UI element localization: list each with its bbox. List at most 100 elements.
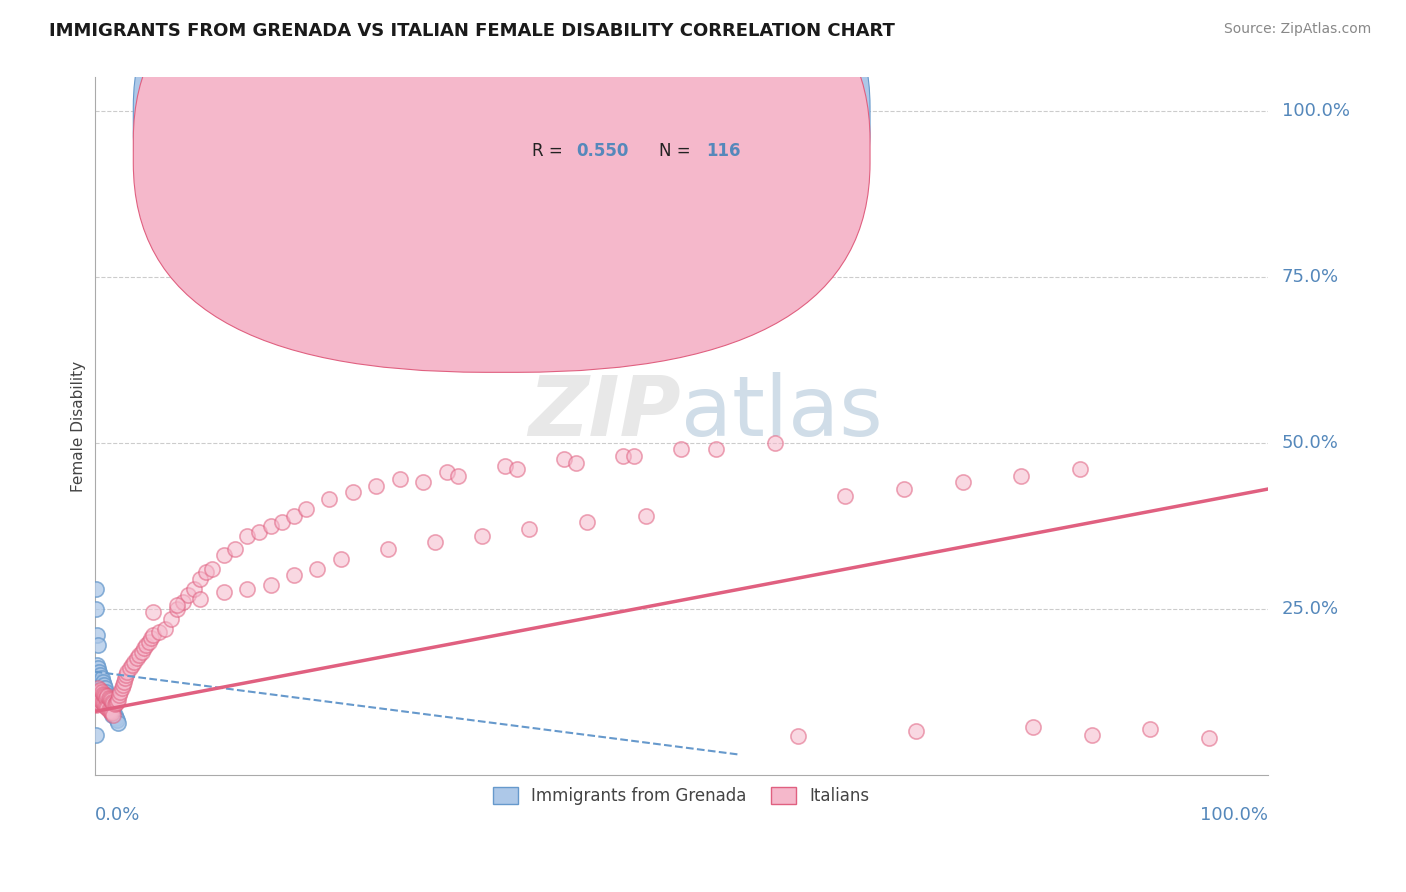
- Point: [93, 691, 115, 706]
- Point: [84, 691, 107, 706]
- Point: [94, 694, 117, 708]
- Point: [112, 674, 135, 689]
- Point: [96, 691, 118, 706]
- Point: [91, 688, 114, 702]
- Point: [553, 452, 575, 467]
- Text: 116: 116: [706, 143, 741, 161]
- Point: [125, 651, 148, 665]
- Point: [139, 632, 162, 646]
- Point: [634, 508, 657, 523]
- Point: [90, 678, 112, 692]
- Point: [612, 449, 634, 463]
- Point: [96, 701, 118, 715]
- Text: ZIP: ZIP: [529, 372, 681, 452]
- Point: [97, 691, 120, 706]
- Point: [98, 692, 121, 706]
- Point: [111, 678, 134, 692]
- Point: [84, 678, 107, 692]
- Point: [96, 684, 118, 698]
- Point: [89, 691, 111, 706]
- Point: [904, 724, 927, 739]
- Point: [90, 694, 112, 708]
- Point: [84, 698, 107, 712]
- Point: [98, 704, 121, 718]
- Point: [98, 694, 121, 708]
- Point: [94, 698, 117, 713]
- Point: [212, 585, 235, 599]
- Point: [114, 671, 136, 685]
- Point: [307, 562, 329, 576]
- Point: [87, 678, 110, 692]
- Point: [834, 489, 856, 503]
- Point: [212, 549, 235, 563]
- Point: [247, 525, 270, 540]
- Point: [1081, 728, 1104, 742]
- Point: [91, 696, 114, 710]
- Text: 0.0%: 0.0%: [94, 806, 141, 824]
- Point: [669, 442, 692, 457]
- Point: [104, 711, 127, 725]
- Point: [89, 681, 111, 696]
- FancyBboxPatch shape: [134, 0, 870, 340]
- Point: [86, 694, 108, 708]
- Point: [103, 705, 125, 719]
- Point: [153, 622, 176, 636]
- Point: [87, 661, 110, 675]
- Point: [89, 684, 111, 698]
- Point: [101, 706, 124, 721]
- Point: [1010, 468, 1032, 483]
- Point: [436, 466, 458, 480]
- Point: [84, 665, 107, 679]
- Text: -0.107: -0.107: [576, 110, 636, 128]
- Point: [118, 661, 141, 675]
- Point: [89, 693, 111, 707]
- Point: [89, 684, 111, 698]
- Point: [94, 690, 117, 704]
- Point: [89, 682, 111, 697]
- Point: [84, 671, 107, 685]
- Y-axis label: Female Disability: Female Disability: [72, 360, 86, 491]
- Point: [86, 628, 108, 642]
- Point: [93, 684, 115, 698]
- Point: [142, 605, 165, 619]
- Point: [101, 707, 124, 722]
- Point: [87, 684, 110, 698]
- Point: [188, 591, 211, 606]
- Point: [103, 707, 125, 722]
- Text: Source: ZipAtlas.com: Source: ZipAtlas.com: [1223, 22, 1371, 37]
- Point: [87, 671, 110, 685]
- Point: [87, 638, 110, 652]
- Point: [294, 502, 316, 516]
- Point: [1069, 462, 1091, 476]
- Point: [506, 462, 529, 476]
- Point: [117, 665, 139, 679]
- Point: [494, 458, 516, 473]
- Point: [96, 698, 118, 712]
- Point: [623, 449, 645, 463]
- Point: [105, 694, 128, 708]
- Point: [329, 551, 352, 566]
- Point: [87, 681, 110, 696]
- Point: [96, 694, 118, 708]
- Point: [93, 697, 115, 711]
- Point: [103, 696, 125, 710]
- Point: [107, 715, 129, 730]
- Point: [224, 541, 246, 556]
- Point: [100, 698, 122, 712]
- Point: [704, 442, 727, 457]
- Point: [271, 516, 294, 530]
- Point: [283, 568, 305, 582]
- Point: [377, 541, 399, 556]
- Point: [108, 688, 131, 702]
- Text: N =: N =: [659, 110, 696, 128]
- Point: [97, 702, 120, 716]
- Point: [89, 694, 111, 708]
- Point: [166, 599, 188, 613]
- Point: [952, 475, 974, 490]
- Point: [89, 688, 111, 702]
- Text: 25.0%: 25.0%: [1282, 599, 1339, 617]
- FancyBboxPatch shape: [134, 0, 870, 372]
- Point: [89, 671, 111, 685]
- Point: [96, 690, 118, 704]
- Point: [183, 582, 205, 596]
